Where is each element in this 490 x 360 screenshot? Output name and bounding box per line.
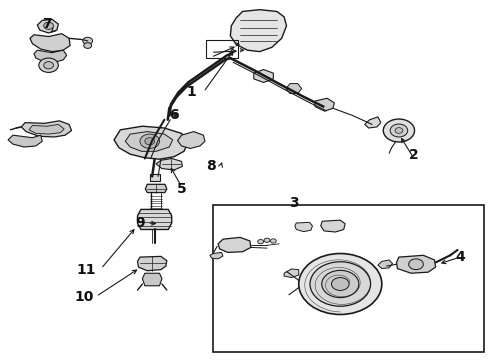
Text: 2: 2 — [409, 148, 418, 162]
Polygon shape — [29, 125, 64, 134]
Circle shape — [395, 128, 403, 134]
Circle shape — [310, 262, 370, 306]
Bar — [206, 40, 238, 58]
Circle shape — [270, 239, 276, 243]
Text: 3: 3 — [289, 196, 299, 210]
Text: 10: 10 — [74, 289, 94, 303]
Polygon shape — [8, 135, 42, 147]
Polygon shape — [378, 260, 392, 269]
Circle shape — [44, 22, 53, 30]
Polygon shape — [218, 237, 251, 252]
Polygon shape — [396, 255, 436, 273]
Polygon shape — [138, 210, 172, 229]
Circle shape — [83, 37, 93, 44]
Circle shape — [383, 119, 415, 142]
Polygon shape — [143, 273, 162, 286]
Polygon shape — [230, 10, 287, 51]
Polygon shape — [284, 269, 299, 278]
Polygon shape — [37, 19, 58, 33]
Bar — [150, 174, 160, 181]
Polygon shape — [315, 98, 334, 111]
Bar — [213, 205, 485, 352]
Circle shape — [322, 270, 359, 298]
Circle shape — [331, 278, 349, 291]
Circle shape — [140, 134, 159, 148]
Circle shape — [258, 239, 264, 244]
Circle shape — [39, 58, 58, 72]
Polygon shape — [34, 50, 67, 62]
Circle shape — [264, 238, 270, 242]
Text: 9: 9 — [135, 216, 145, 230]
Polygon shape — [210, 252, 223, 259]
Text: 11: 11 — [76, 263, 96, 276]
Polygon shape — [254, 69, 273, 82]
Polygon shape — [114, 126, 189, 159]
Circle shape — [44, 62, 53, 69]
Circle shape — [299, 253, 382, 315]
Polygon shape — [177, 132, 205, 148]
Circle shape — [84, 42, 92, 48]
Circle shape — [145, 138, 155, 145]
Text: 5: 5 — [176, 182, 186, 196]
Text: 4: 4 — [455, 250, 465, 264]
Polygon shape — [21, 121, 72, 137]
Polygon shape — [30, 34, 70, 51]
Polygon shape — [125, 132, 172, 151]
Text: 7: 7 — [42, 17, 52, 31]
Polygon shape — [138, 256, 167, 271]
Polygon shape — [286, 84, 302, 94]
Polygon shape — [365, 117, 381, 128]
Circle shape — [409, 259, 423, 270]
Text: 1: 1 — [186, 85, 196, 99]
Polygon shape — [295, 222, 313, 231]
Polygon shape — [146, 184, 167, 193]
Polygon shape — [156, 158, 182, 170]
Text: 8: 8 — [206, 159, 216, 173]
Polygon shape — [321, 220, 345, 232]
Text: 6: 6 — [170, 108, 179, 122]
Circle shape — [390, 124, 408, 137]
